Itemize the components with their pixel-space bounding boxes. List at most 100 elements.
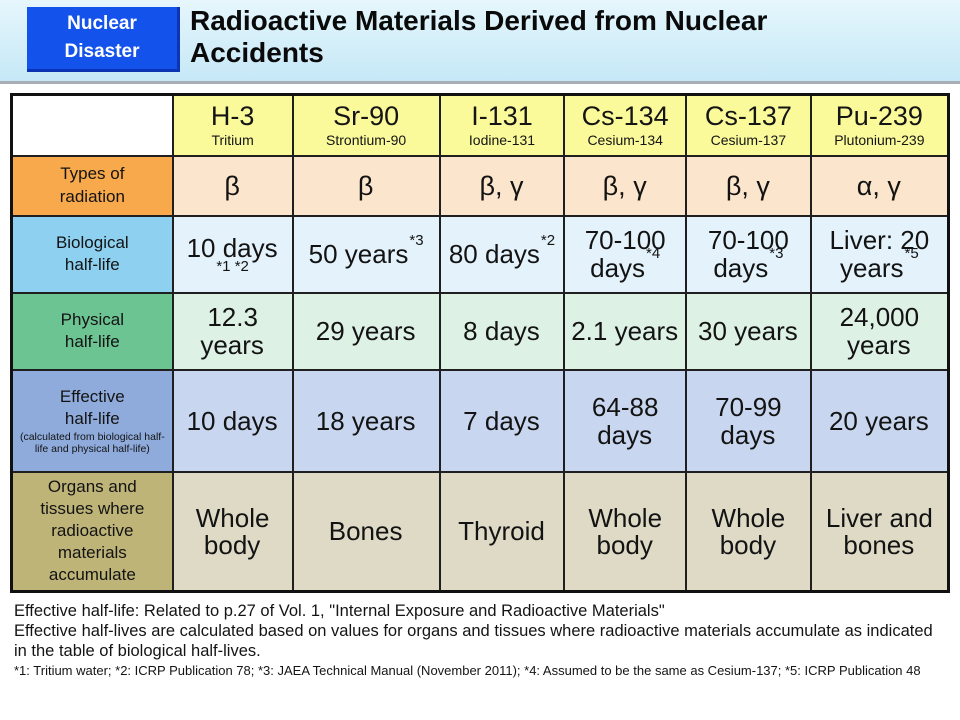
table-cell: β [171, 154, 294, 217]
table-cell: 30 years [685, 291, 812, 371]
cell-value: 64-88 days [591, 391, 659, 450]
table-cell: β [291, 154, 441, 217]
column-header-i131: I-131 Iodine-131 [438, 93, 566, 157]
cell-value: 24,000 years [839, 302, 920, 360]
nuclide-name: Cs-134 [581, 101, 669, 132]
column-header-cs137: Cs-137 Cesium-137 [685, 93, 812, 157]
cell-value: β [357, 171, 374, 202]
table-header-row: H-3 Tritium Sr-90 Strontium-90 I-131 Iod… [10, 93, 950, 157]
cell-value: 29 years [315, 316, 416, 347]
nuclide-name: Cs-137 [704, 101, 792, 132]
cell-value: Whole body [588, 502, 663, 561]
cell-value: β [224, 171, 240, 202]
badge-line2: Disaster [64, 41, 140, 62]
column-header-sr90: Sr-90 Strontium-90 [291, 93, 441, 157]
nuclide-subname: Iodine-131 [468, 132, 536, 149]
table-cell: Liver: 20 years*5 [809, 214, 950, 294]
cell-footnote-marker: *4 [646, 245, 661, 263]
row-biological-half-life: Biological half-life 10 days *1 *2 50 yea… [10, 214, 950, 294]
column-header-pu239: Pu-239 Plutonium-239 [809, 93, 950, 157]
radionuclide-table: H-3 Tritium Sr-90 Strontium-90 I-131 Iod… [10, 93, 950, 593]
table-cell: Thyroid [438, 470, 566, 593]
cell-value: 8 days [463, 316, 540, 347]
table-cell: 70-99 days [685, 368, 812, 473]
row-effective-half-life: Effective half-life (calculated from bio… [10, 368, 950, 473]
row-label-biological-half-life: Biological half-life [10, 214, 174, 294]
cell-footnote-marker: *3 [769, 245, 784, 263]
cell-value: 12.3 years [200, 302, 264, 360]
table-cell: β, γ [685, 154, 812, 217]
cell-value: 10 days [186, 405, 278, 436]
table-cell: 70-100 days*4 [563, 214, 688, 294]
cell-value: 10 days [186, 233, 278, 264]
cell-footnote-marker: *2 [540, 231, 556, 249]
table-cell: 80 days*2 [438, 214, 566, 294]
row-types-of-radiation: Types of radiation β β β, γ β, γ β, γ α,… [10, 154, 950, 217]
table-cell: Bones [291, 470, 441, 593]
cell-value: Bones [328, 516, 403, 547]
column-header-h3: H-3 Tritium [171, 93, 294, 157]
nuclide-name: Pu-239 [835, 101, 923, 132]
table-cell: 7 days [438, 368, 566, 473]
table-cell: Liver and bones [809, 470, 950, 593]
nuclide-subname: Cesium-134 [587, 132, 663, 149]
cell-value: Liver: 20 years [829, 225, 930, 283]
table-cell: 29 years [291, 291, 441, 371]
nuclide-name: I-131 [471, 101, 533, 132]
cell-value: Liver and bones [825, 502, 933, 561]
footnotes: Effective half-life: Related to p.27 of … [0, 593, 960, 680]
row-organs-and-tissues: Organs and tissues where radioactive mat… [10, 470, 950, 593]
table-cell: β, γ [563, 154, 688, 217]
cell-value: β, γ [725, 171, 770, 202]
nuclide-subname: Plutonium-239 [834, 132, 925, 149]
cell-value: 80 days [448, 239, 540, 270]
cell-value: 70-100 days [707, 225, 789, 283]
cell-value: 7 days [463, 405, 540, 436]
cell-value: α, γ [856, 171, 901, 202]
row-physical-half-life: Physical half-life 12.3 years 29 years 8… [10, 291, 950, 371]
nuclide-subname: Tritium [211, 132, 254, 149]
row-label-organs-and-tissues: Organs and tissues where radioactive mat… [10, 470, 174, 593]
column-header-cs134: Cs-134 Cesium-134 [563, 93, 688, 157]
table-cell: 70-100 days*3 [685, 214, 812, 294]
page-title: Radioactive Materials Derived from Nucle… [190, 5, 768, 69]
footnote-line-2: Effective half-lives are calculated base… [14, 622, 933, 661]
cell-value: Whole body [711, 502, 786, 561]
row-label-physical-half-life: Physical half-life [10, 291, 174, 371]
table-cell: 64-88 days [563, 368, 688, 473]
table-cell: 12.3 years [171, 291, 294, 371]
table-cell: 8 days [438, 291, 566, 371]
table-cell: 18 years [291, 368, 441, 473]
cell-value: 18 years [315, 405, 416, 436]
row-label-text: Effective half-life [59, 386, 125, 428]
nuclide-name: H-3 [210, 101, 255, 132]
row-label-text: Types of radiation [59, 164, 125, 206]
header-band: Nuclear Disaster Radioactive Materials D… [0, 0, 960, 84]
table-cell: 50 years*3 [291, 214, 441, 294]
table-cell: Whole body [563, 470, 688, 593]
footnote-line-3: *1: Tritium water; *2: ICRP Publication … [14, 663, 921, 679]
table-cell: 10 days [171, 368, 294, 473]
cell-value: β, γ [602, 171, 647, 202]
row-label-text: Physical half-life [60, 309, 124, 351]
table-cell: α, γ [809, 154, 950, 217]
nuclide-name: Sr-90 [333, 101, 400, 132]
cell-footnote-marker: *3 [409, 231, 424, 249]
nuclide-subname: Cesium-137 [710, 132, 787, 149]
cell-value: Whole body [195, 502, 270, 561]
cell-value: Thyroid [458, 516, 545, 547]
row-label-note: (calculated from biological half-life an… [19, 431, 165, 456]
table-cell: 24,000 years [809, 291, 950, 371]
table-cell: 20 years [809, 368, 950, 473]
corner-cell [10, 93, 174, 157]
row-label-text: Organs and tissues where radioactive mat… [40, 477, 145, 585]
badge-line1: Nuclear [67, 12, 137, 34]
row-label-types-of-radiation: Types of radiation [10, 154, 174, 217]
row-label-text: Biological half-life [55, 232, 129, 274]
table-cell: Whole body [171, 470, 294, 593]
cell-value: 70-99 days [715, 391, 782, 450]
footnote-line-1: Effective half-life: Related to p.27 of … [14, 602, 665, 620]
row-label-effective-half-life: Effective half-life (calculated from bio… [10, 368, 174, 473]
cell-footnote-marker: *5 [904, 245, 919, 263]
cell-value: β, γ [479, 171, 524, 202]
